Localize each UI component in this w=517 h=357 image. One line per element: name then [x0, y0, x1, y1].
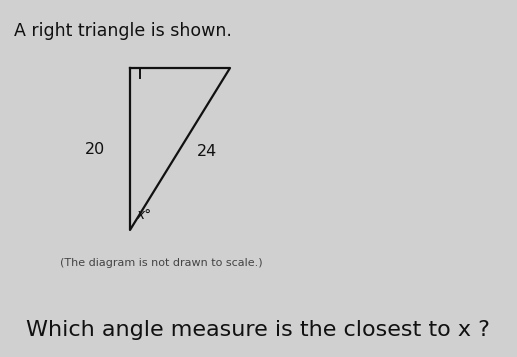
Text: x°: x° [136, 208, 151, 222]
Text: (The diagram is not drawn to scale.): (The diagram is not drawn to scale.) [60, 258, 263, 268]
Text: 24: 24 [197, 145, 217, 160]
Text: A right triangle is shown.: A right triangle is shown. [14, 22, 232, 40]
Text: Which angle measure is the closest to x ?: Which angle measure is the closest to x … [26, 320, 490, 340]
Text: 20: 20 [85, 142, 105, 157]
